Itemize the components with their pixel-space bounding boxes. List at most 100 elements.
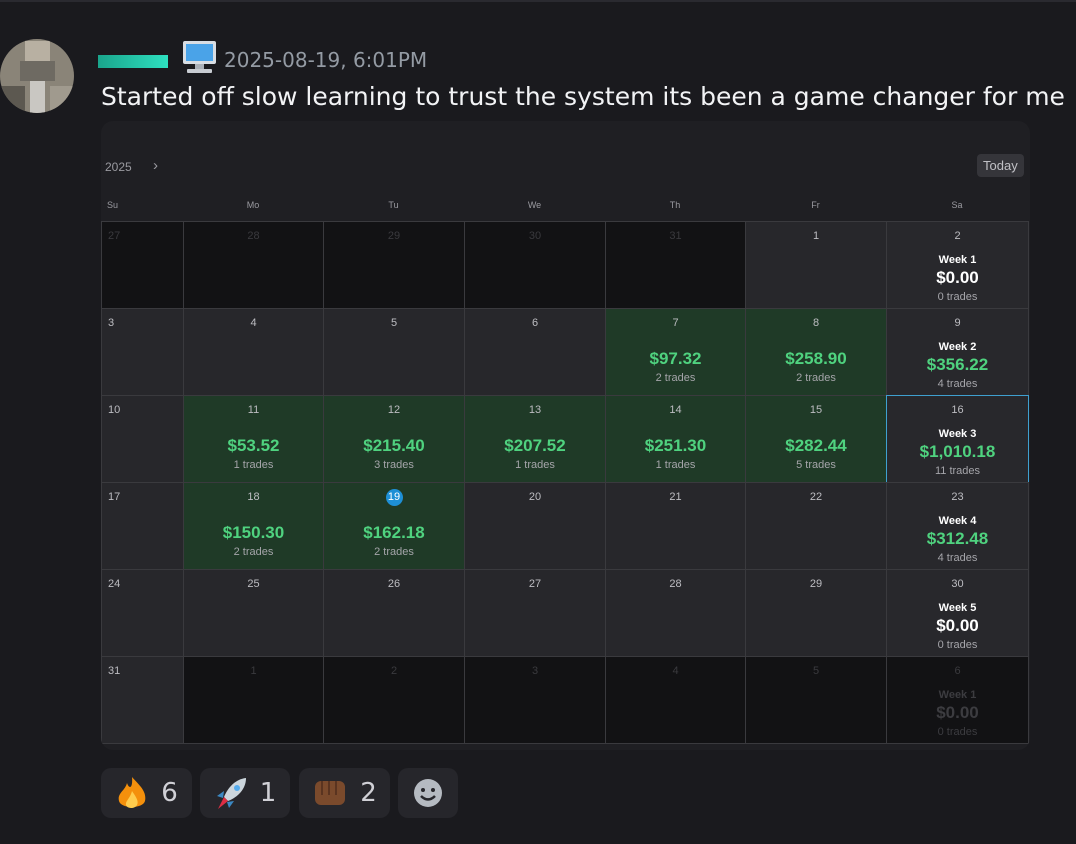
trade-count: 2 trades	[796, 372, 836, 384]
calendar-day: 6	[464, 308, 606, 396]
day-number: 31	[669, 230, 682, 242]
day-number: 27	[528, 578, 542, 590]
day-number: 25	[247, 578, 260, 590]
day-number: 9	[954, 317, 961, 329]
calendar-day: 30	[464, 221, 606, 309]
calendar-day: 2 Week 1 $0.00 0 trades	[886, 221, 1029, 309]
day-number: 30	[951, 578, 964, 590]
calendar-day: 29	[323, 221, 465, 309]
calendar-day: 7 $97.32 2 trades	[605, 308, 746, 396]
pnl-amount: $207.52	[504, 436, 566, 455]
calendar-day: 1	[745, 221, 887, 309]
pnl-amount: $356.22	[926, 355, 989, 374]
day-number: 1	[250, 665, 257, 677]
trade-count: 3 trades	[374, 459, 414, 471]
year: 2025	[105, 160, 132, 174]
calendar-day: 26	[323, 569, 465, 657]
day-number: 3	[531, 665, 539, 677]
calendar-day: 5	[745, 656, 887, 744]
trade-count: 1 trades	[655, 459, 696, 471]
day-number: 5	[390, 317, 398, 329]
add-reaction[interactable]	[398, 768, 458, 818]
day-number: 31	[108, 665, 121, 677]
day-number: 20	[528, 491, 542, 503]
day-number: 4	[672, 665, 679, 677]
pnl-amount: $258.90	[785, 349, 847, 368]
calendar-day: 2	[323, 656, 465, 744]
week-label: Week 1	[938, 254, 977, 266]
trade-count: 11 trades	[934, 465, 981, 477]
calendar-day: 15 $282.44 5 trades	[745, 395, 887, 483]
week-label: Week 5	[938, 602, 977, 614]
day-number: 12	[387, 404, 401, 416]
day-number: 27	[108, 230, 121, 242]
calendar-day: 4	[605, 656, 746, 744]
calendar-day: 11 $53.52 1 trades	[183, 395, 324, 483]
day-number: 5	[812, 665, 820, 677]
today-button: Today	[977, 154, 1024, 177]
calendar-day: 17	[101, 482, 184, 570]
day-number: 24	[108, 578, 121, 590]
calendar-day: 3	[101, 308, 184, 396]
day-number: 8	[812, 317, 820, 329]
day-number: 28	[669, 578, 682, 590]
day-number: 15	[809, 404, 823, 416]
smiley-icon	[414, 779, 442, 807]
day-number: 23	[951, 491, 964, 503]
day-number: 1	[812, 230, 820, 242]
trade-count: 0 trades	[937, 291, 978, 303]
calendar-day: 14 $251.30 1 trades	[605, 395, 746, 483]
fire-emoji	[118, 777, 146, 808]
day-number: 2	[390, 665, 398, 677]
weekday-header: Su	[107, 200, 119, 210]
calendar-day: 25	[183, 569, 324, 657]
day-number: 2	[954, 230, 961, 242]
next-arrow: ›	[153, 157, 158, 174]
day-number: 17	[108, 491, 121, 503]
trade-count: 0 trades	[937, 726, 978, 738]
trade-count: 1 trades	[233, 459, 274, 471]
today-badge: 19	[385, 489, 403, 506]
day-number: 29	[809, 578, 823, 590]
pnl-amount: $312.48	[926, 529, 989, 548]
pnl-amount: $0.00	[936, 268, 979, 287]
message-text: Started off slow learning to trust the s…	[101, 82, 1065, 111]
pnl-amount: $282.44	[785, 436, 847, 455]
calendar-day: 31	[101, 656, 184, 744]
calendar-day: 19 $162.18 2 trades	[323, 482, 465, 570]
day-number: 22	[809, 491, 823, 503]
weekday-header: Sa	[951, 200, 963, 210]
day-number: 14	[669, 404, 682, 416]
calendar-day: 21	[605, 482, 746, 570]
calendar-day: 24	[101, 569, 184, 657]
timestamp: 2025-08-19, 6:01PM	[224, 48, 428, 72]
calendar-day: 8 $258.90 2 trades	[745, 308, 887, 396]
calendar-day: 13 $207.52 1 trades	[464, 395, 606, 483]
pnl-amount: $0.00	[936, 703, 979, 722]
day-number: 13	[528, 404, 542, 416]
reaction-fire[interactable]: 6	[101, 768, 192, 818]
calendar-day: 28	[605, 569, 746, 657]
calendar-image: 2025 › Today Su Mo Tu We Th Fr Sa 27 28 29 30 31 1 2 W…	[101, 121, 1030, 750]
reaction-rocket[interactable]: 1	[200, 768, 290, 818]
avatar	[0, 39, 74, 113]
calendar-day: 23 Week 4 $312.48 4 trades	[886, 482, 1029, 570]
day-number: 18	[247, 491, 260, 503]
username[interactable]	[98, 55, 168, 68]
week-label: Week 1	[938, 689, 977, 701]
weekday-header: Mo	[246, 200, 260, 210]
calendar-day: 10	[101, 395, 184, 483]
reaction-count: 1	[259, 778, 277, 808]
calendar-day: 30 Week 5 $0.00 0 trades	[886, 569, 1029, 657]
day-number: 11	[247, 404, 260, 416]
calendar-day: 4	[183, 308, 324, 396]
day-number: 16	[951, 404, 964, 416]
calendar-day: 3	[464, 656, 606, 744]
weekday-header: Th	[669, 200, 681, 210]
pnl-amount: $53.52	[227, 436, 280, 455]
day-number: 21	[669, 491, 682, 503]
calendar-day: 22	[745, 482, 887, 570]
reaction-fist[interactable]: 2	[299, 768, 390, 818]
calendar-day: 28	[183, 221, 324, 309]
